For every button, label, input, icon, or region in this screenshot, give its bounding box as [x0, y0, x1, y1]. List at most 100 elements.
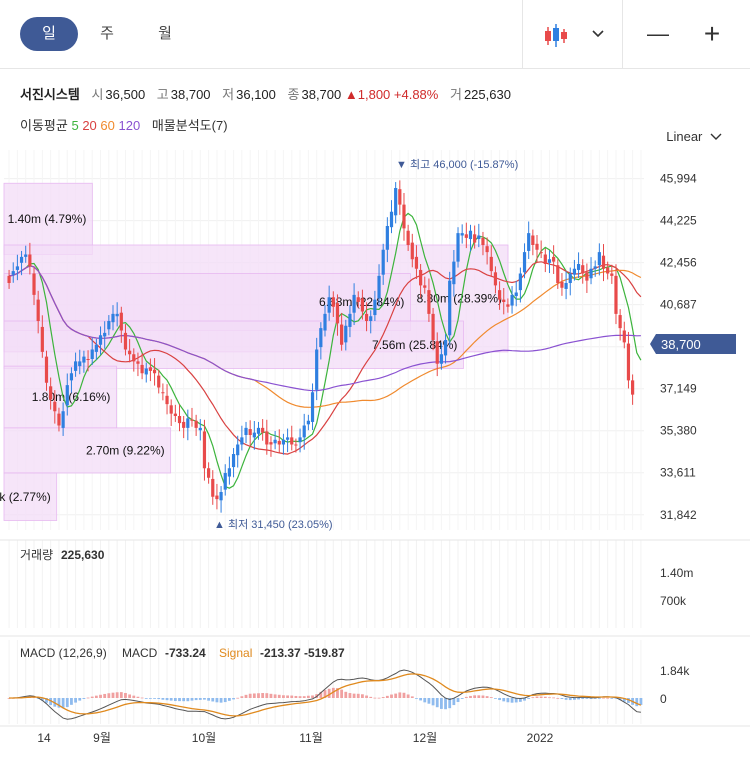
volume-tick-1: 1.40m	[660, 566, 693, 580]
macd-histogram-bar	[124, 693, 127, 698]
candle-body	[597, 252, 601, 266]
candle-body	[198, 427, 202, 431]
candle-body	[32, 273, 36, 295]
candle-body	[165, 395, 169, 405]
macd-histogram-bar	[514, 698, 518, 703]
volume-panel-value: 225,630	[61, 548, 105, 562]
macd-histogram-bar	[7, 698, 11, 699]
ma-label[interactable]: 이동평균	[20, 118, 68, 133]
zoom-in-button[interactable]: +	[703, 18, 721, 49]
macd-histogram-bar	[111, 692, 115, 698]
candle-body	[385, 226, 389, 250]
macd-histogram-bar	[103, 693, 107, 698]
candle-body	[177, 416, 182, 424]
price-tick-label: 42,456	[660, 256, 697, 270]
moving-average-lines	[9, 212, 642, 489]
candle-body	[373, 299, 377, 316]
macd-histogram-bar	[406, 694, 410, 698]
macd-histogram-bar	[269, 693, 273, 698]
candlestick-icon[interactable]	[540, 18, 576, 50]
candle-body	[49, 386, 53, 400]
time-tick-label: 11월	[299, 731, 323, 745]
toolbar-divider	[622, 0, 623, 68]
candle-body	[485, 246, 489, 253]
time-tick-label: 2022	[527, 731, 554, 745]
candle-body	[626, 343, 631, 381]
candle-body	[248, 429, 252, 435]
macd-tick-1: 1.84k	[660, 664, 690, 678]
macd-histogram-bar	[539, 696, 543, 698]
candle-body	[78, 361, 82, 367]
candle-body	[606, 267, 610, 274]
macd-histogram-bar	[423, 698, 427, 703]
candle-body	[456, 233, 460, 262]
candle-body	[202, 431, 207, 469]
candle-body	[103, 332, 107, 337]
macd-histogram-bar	[240, 696, 244, 698]
candle-body	[211, 478, 215, 497]
candle-body	[273, 439, 277, 444]
macd-histogram-bar	[45, 698, 48, 703]
macd-histogram-bar	[498, 698, 501, 701]
candle-body	[622, 330, 626, 343]
candle-body	[502, 299, 506, 302]
candle-body	[348, 313, 352, 327]
candle-body	[514, 292, 518, 297]
volume-profile-label: 809k (2.77%)	[0, 490, 51, 504]
ma120-line	[9, 265, 641, 392]
candle-body	[123, 332, 128, 350]
candle-body	[618, 315, 622, 329]
tab-monthly[interactable]: 월	[158, 25, 172, 42]
macd-histogram-bar	[252, 693, 256, 698]
macd-histogram-bar	[340, 689, 344, 698]
macd-histogram-bar	[198, 698, 202, 700]
candle-body	[28, 254, 32, 267]
candle-body	[610, 273, 614, 276]
open-label: 시	[91, 87, 104, 102]
candle-body	[531, 235, 535, 245]
candle-body	[182, 421, 186, 428]
macd-histogram-bar	[99, 694, 102, 698]
macd-histogram-bar	[377, 697, 381, 699]
candle-body	[464, 234, 468, 238]
candle-body	[564, 283, 568, 289]
volume-tick-2: 700k	[660, 594, 687, 608]
candle-body	[631, 380, 635, 395]
candle-body	[173, 413, 177, 416]
close-value: 38,700	[301, 87, 342, 102]
macd-histogram-bar	[132, 695, 136, 698]
tab-daily[interactable]: 일	[20, 17, 78, 51]
candle-body	[435, 341, 439, 364]
low-value: 36,100	[236, 87, 276, 102]
candle-body	[327, 297, 331, 313]
candle-body	[265, 431, 269, 445]
tab-weekly[interactable]: 주	[100, 25, 114, 42]
price-tick-label: 33,611	[660, 466, 696, 480]
candle-body	[290, 437, 294, 445]
candle-body	[310, 392, 315, 422]
candle-body	[364, 313, 369, 321]
price-tick-label: 35,380	[660, 424, 697, 438]
volume-profile-label[interactable]: 매물분석도(7)	[151, 118, 228, 133]
macd-histogram-bar	[589, 698, 593, 700]
top-toolbar: 일 주 월 — +	[0, 0, 750, 69]
stock-name: 서진시스템	[20, 87, 80, 102]
candle-body	[356, 297, 360, 302]
macd-histogram-bar	[327, 688, 331, 698]
macd-histogram-bar	[361, 694, 364, 698]
low-label: 저	[222, 87, 235, 102]
macd-histogram-bar	[107, 693, 111, 698]
macd-histogram-bar	[431, 698, 435, 706]
macd-histogram-bar	[464, 696, 468, 698]
candle-body	[497, 290, 502, 300]
candle-body	[593, 266, 597, 269]
candle-body	[419, 269, 423, 286]
candle-body	[115, 313, 119, 317]
candle-body	[585, 272, 589, 281]
scale-selector[interactable]: Linear	[666, 129, 722, 144]
macd-histogram-bar	[94, 695, 98, 698]
chevron-down-icon[interactable]	[586, 18, 610, 50]
candle-body	[319, 328, 323, 348]
zoom-out-button[interactable]: —	[647, 21, 669, 46]
